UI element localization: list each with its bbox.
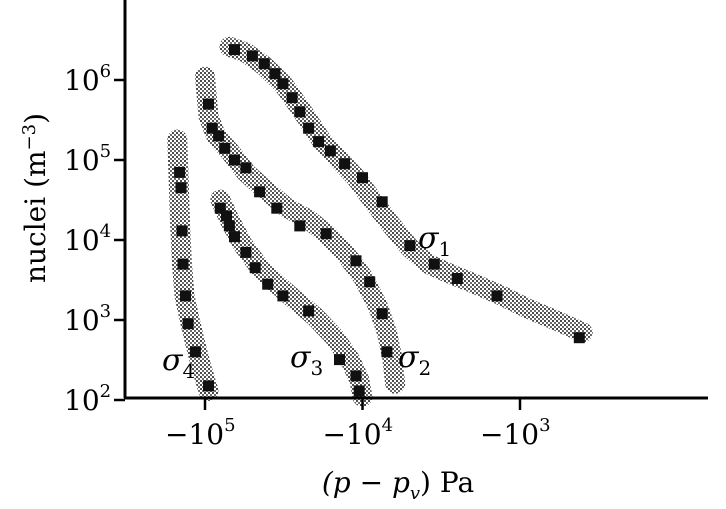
point-sigma-2-0 — [203, 98, 214, 110]
point-sigma-2-5 — [240, 162, 252, 174]
point-sigma-1-12 — [376, 196, 388, 208]
point-sigma-1-16 — [491, 290, 503, 302]
point-sigma-1-5 — [286, 92, 298, 104]
y-tick-label: 105 — [64, 141, 111, 177]
y-axis-label: nuclei (m−3) — [19, 113, 52, 283]
point-sigma-2-8 — [294, 220, 306, 232]
point-sigma-1-4 — [277, 78, 289, 90]
point-sigma-1-2 — [258, 58, 270, 70]
point-sigma-2-13 — [381, 346, 393, 358]
point-sigma-3-1 — [221, 210, 232, 222]
data-points — [174, 44, 585, 397]
point-sigma-2-7 — [271, 202, 283, 214]
point-sigma-1-7 — [303, 122, 315, 134]
curve-label-sigma-3: σ3 — [290, 340, 323, 380]
point-sigma-1-15 — [451, 273, 463, 284]
point-sigma-4-2 — [176, 225, 188, 237]
curve-label-sigma-2: σ2 — [398, 340, 431, 380]
point-sigma-3-10 — [350, 370, 362, 382]
point-sigma-3-4 — [240, 246, 252, 258]
point-sigma-2-9 — [320, 228, 332, 240]
curve-label-sigma-1: σ1 — [418, 221, 451, 261]
point-sigma-3-5 — [249, 262, 261, 274]
point-sigma-1-0 — [229, 44, 240, 56]
y-tick-label: 103 — [64, 301, 111, 337]
x-axis-label: (p − pv) Pa — [322, 466, 474, 504]
point-sigma-1-13 — [404, 240, 416, 252]
ticks: −105 −104 −103 102 103 104 105 106 — [64, 61, 551, 451]
y-tick-label: 104 — [64, 221, 111, 257]
x-tick-label: −105 — [165, 415, 236, 451]
point-sigma-1-1 — [246, 50, 258, 62]
point-sigma-3-0 — [214, 202, 226, 214]
point-sigma-1-14 — [428, 258, 440, 270]
point-sigma-4-1 — [175, 182, 187, 194]
curve-bands — [167, 36, 593, 407]
point-sigma-1-8 — [313, 136, 325, 148]
axes — [123, 0, 708, 400]
point-sigma-3-11 — [353, 385, 365, 397]
point-sigma-2-6 — [254, 186, 266, 198]
point-sigma-4-4 — [180, 290, 191, 302]
point-sigma-1-6 — [294, 106, 306, 118]
point-sigma-2-12 — [376, 308, 388, 320]
point-sigma-2-2 — [213, 130, 225, 142]
point-sigma-1-9 — [324, 145, 336, 157]
point-sigma-2-1 — [206, 122, 218, 134]
point-sigma-1-17 — [573, 332, 585, 344]
y-tick-label: 102 — [64, 381, 111, 417]
point-sigma-3-3 — [229, 231, 240, 243]
point-sigma-4-0 — [174, 166, 186, 178]
point-sigma-3-9 — [334, 354, 345, 366]
x-tick-label: −104 — [323, 415, 394, 451]
point-sigma-4-6 — [189, 346, 201, 358]
curve-label-sigma-4: σ4 — [162, 343, 195, 383]
point-sigma-1-3 — [269, 68, 281, 80]
y-tick-label: 106 — [64, 61, 111, 97]
x-tick-label: −103 — [480, 415, 551, 451]
point-sigma-4-5 — [182, 318, 194, 330]
point-sigma-2-11 — [364, 276, 376, 288]
point-sigma-4-3 — [177, 258, 189, 270]
point-sigma-3-6 — [262, 278, 274, 290]
point-sigma-1-11 — [357, 172, 368, 184]
point-sigma-2-4 — [229, 154, 240, 166]
point-sigma-3-2 — [223, 220, 235, 232]
curve-labels: σ1 σ2 σ3 σ4 — [162, 221, 451, 383]
point-sigma-1-10 — [339, 158, 351, 170]
point-sigma-3-7 — [277, 290, 289, 302]
point-sigma-2-10 — [350, 255, 362, 267]
point-sigma-4-7 — [203, 380, 214, 392]
point-sigma-3-8 — [303, 305, 315, 317]
point-sigma-2-3 — [219, 142, 231, 154]
